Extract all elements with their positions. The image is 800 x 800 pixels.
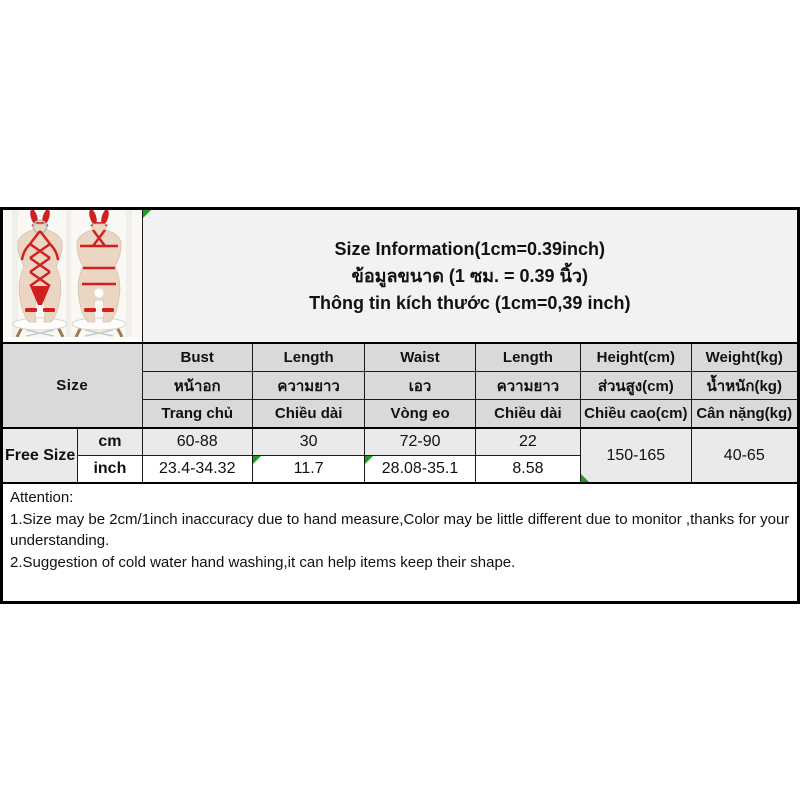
column-header-length2-vi: Chiều dài [474, 399, 582, 429]
column-header-length2-en: Length [474, 342, 582, 372]
length-cm-value: 30 [251, 427, 366, 456]
column-header-weight-th: น้ำหนัก(kg) [690, 371, 800, 400]
cell-error-marker-icon [581, 474, 590, 482]
title-english: Size Information(1cm=0.39inch) [334, 238, 606, 259]
bust-cm-value: 60-88 [141, 427, 253, 456]
column-header-length-en: Length [251, 342, 366, 372]
column-header-length-th: ความยาว [251, 371, 366, 400]
column-header-weight-vi: Cân nặng(kg) [690, 399, 800, 429]
length2-cm-value: 22 [474, 427, 582, 456]
product-photo-cell [1, 208, 143, 344]
unit-label-inch: inch [77, 455, 143, 484]
size-chart-table: Size Information(1cm=0.39inch) ข้อมูลขนา… [0, 207, 800, 604]
attention-note-2: 2.Suggestion of cold water hand washing,… [10, 553, 516, 571]
attention-heading: Attention: [10, 489, 74, 506]
unit-label-cm: cm [77, 427, 143, 456]
cell-error-marker-icon [253, 456, 261, 464]
column-header-length2-th: ความยาว [474, 371, 582, 400]
column-header-height-th: ส่วนสูง(cm) [580, 371, 692, 400]
product-photo [3, 209, 141, 338]
column-header-height-en: Height(cm) [580, 342, 692, 372]
length2-inch-value: 8.58 [474, 455, 582, 484]
length-inch-value: 11.7 [251, 455, 366, 484]
stool-right [71, 317, 127, 338]
mannequin-front [17, 209, 63, 323]
size-header-label: Size [1, 342, 143, 429]
free-size-label: Free Size [0, 427, 79, 484]
header-row-english: Size Bust Length Waist Length Height(cm)… [1, 342, 800, 429]
column-header-waist-vi: Vòng eo [364, 399, 476, 429]
weight-range-value: 40-65 [690, 427, 800, 484]
column-header-waist-th: เอว [364, 371, 476, 400]
height-range-value: 150-165 [580, 427, 692, 484]
title-thai: ข้อมูลขนาด (1 ซม. = 0.39 นิ้ว) [351, 265, 588, 286]
measurements-row-cm: Free Size cm 60-88 30 72-90 22 150-165 4… [0, 427, 800, 484]
column-header-weight-en: Weight(kg) [690, 342, 800, 372]
title-vietnamese: Thông tin kích thước (1cm=0,39 inch) [309, 292, 631, 313]
column-header-bust-th: หน้าอก [141, 371, 253, 400]
column-header-length-vi: Chiều dài [251, 399, 366, 429]
attention-note-1: 1.Size may be 2cm/1inch inaccuracy due t… [10, 510, 790, 550]
header-row-vietnamese: Trang chủ Chiều dài Vòng eo Chiều dài Ch… [2, 399, 800, 429]
header-row-thai: หน้าอก ความยาว เอว ความยาว ส่วนสูง(cm) น… [2, 371, 800, 400]
column-header-bust-vi: Trang chủ [141, 399, 253, 429]
title-row: Size Information(1cm=0.39inch) ข้อมูลขนา… [1, 208, 800, 344]
cell-error-marker-icon [143, 210, 151, 218]
bust-inch-value: 23.4-34.32 [141, 455, 253, 484]
mannequin-back [76, 209, 122, 323]
size-information-title-cell: Size Information(1cm=0.39inch) ข้อมูลขนา… [141, 208, 800, 344]
column-header-height-vi: Chiều cao(cm) [580, 399, 692, 429]
measurements-row-inch: inch 23.4-34.32 11.7 28.08-35.1 8.58 [2, 455, 799, 484]
attention-row: Attention: 1.Size may be 2cm/1inch inacc… [1, 482, 799, 603]
stool-left [12, 317, 68, 338]
column-header-waist-en: Waist [364, 342, 476, 372]
waist-cm-value: 72-90 [364, 427, 476, 456]
waist-inch-value: 28.08-35.1 [364, 455, 476, 484]
column-header-bust-en: Bust [141, 342, 253, 372]
cell-error-marker-icon [365, 456, 374, 464]
attention-cell: Attention: 1.Size may be 2cm/1inch inacc… [1, 482, 799, 603]
